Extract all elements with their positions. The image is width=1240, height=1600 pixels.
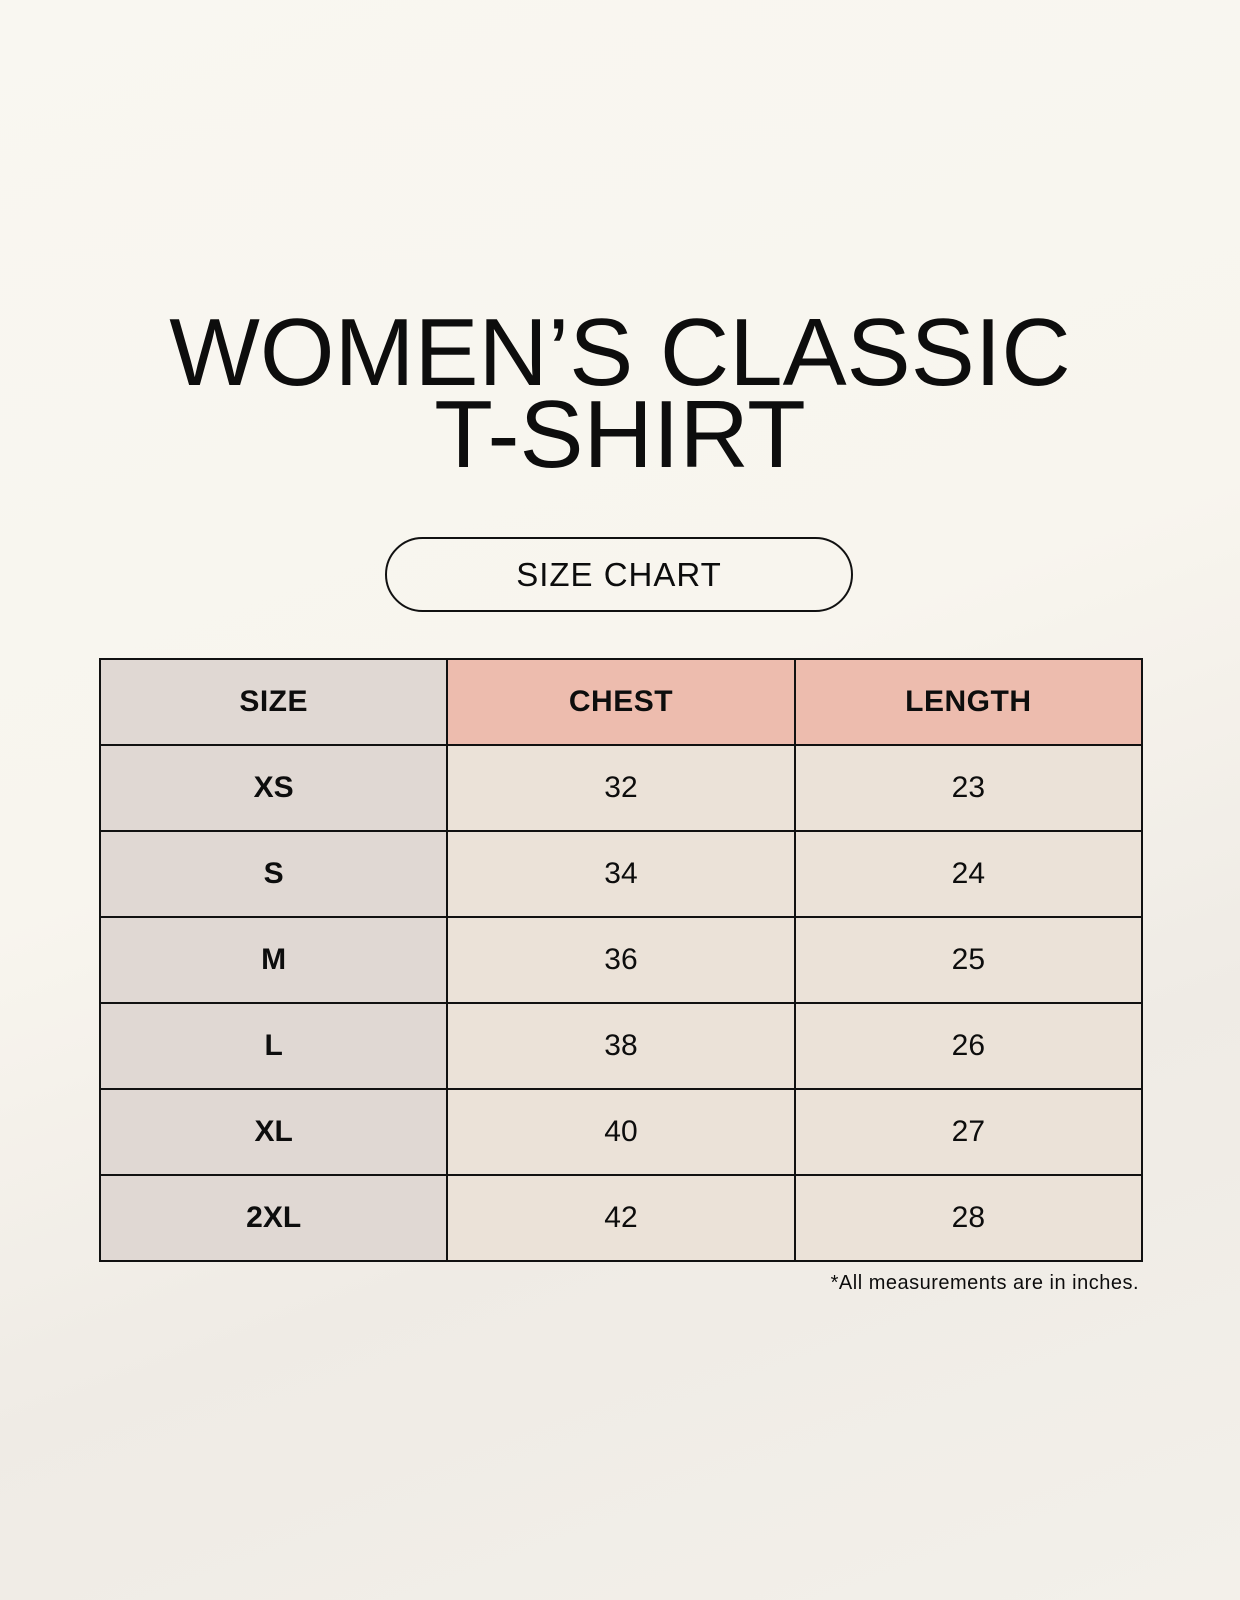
header-size: SIZE: [98, 658, 449, 746]
footnote: *All measurements are in inches.: [830, 1272, 1139, 1294]
cell-chest: 34: [446, 830, 796, 918]
cell-chest: 36: [446, 916, 796, 1004]
table-row: L 38 26: [98, 1002, 1144, 1090]
page-title: WOMEN’S CLASSIC T-SHIRT: [0, 299, 1240, 488]
cell-size: XL: [98, 1088, 449, 1176]
table-row: XS 32 23: [98, 744, 1144, 832]
table-row: 2XL 42 28: [98, 1174, 1144, 1262]
cell-length: 27: [793, 1088, 1144, 1176]
cell-chest: 32: [446, 744, 796, 832]
table-row: M 36 25: [98, 916, 1144, 1004]
cell-chest: 40: [446, 1088, 796, 1176]
cell-size: M: [98, 916, 449, 1004]
cell-size: 2XL: [98, 1174, 449, 1262]
header-chest: CHEST: [446, 658, 796, 746]
cell-length: 26: [793, 1002, 1144, 1090]
table-header-row: SIZE CHEST LENGTH: [98, 658, 1144, 746]
table-row: XL 40 27: [98, 1088, 1144, 1176]
cell-chest: 42: [446, 1174, 796, 1262]
size-table: SIZE CHEST LENGTH XS 32 23 S 34 24 M 36 25 L 38 26 X…: [98, 658, 1144, 1262]
cell-length: 25: [793, 916, 1144, 1004]
cell-chest: 38: [446, 1002, 796, 1090]
size-chart-badge: SIZE CHART: [385, 537, 853, 612]
cell-size: XS: [98, 744, 449, 832]
title-line-2: T-SHIRT: [434, 381, 806, 488]
table-row: S 34 24: [98, 830, 1144, 918]
cell-length: 28: [793, 1174, 1144, 1262]
title-line-1: WOMEN’S CLASSIC: [169, 299, 1071, 406]
cell-length: 24: [793, 830, 1144, 918]
header-length: LENGTH: [793, 658, 1144, 746]
cell-size: L: [98, 1002, 449, 1090]
cell-size: S: [98, 830, 449, 918]
cell-length: 23: [793, 744, 1144, 832]
